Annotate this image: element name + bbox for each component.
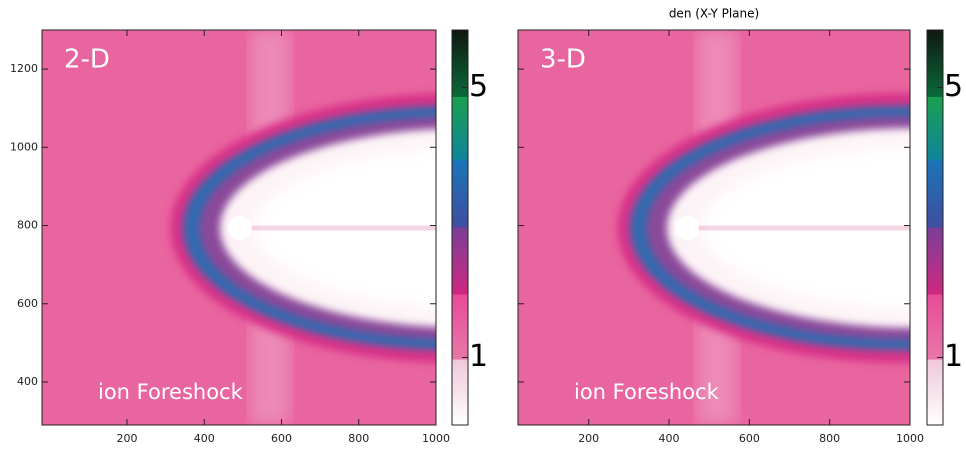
x-tick-label: 800	[819, 432, 840, 445]
panel-label: 2-D	[64, 45, 110, 75]
x-tick-label: 200	[116, 432, 137, 445]
colorbar-tick-label: 5	[944, 69, 963, 104]
obstacle	[228, 216, 252, 240]
annotation: ion Foreshock	[574, 380, 720, 404]
colorbar-tick-label: 1	[944, 339, 963, 374]
heatmap-image	[42, 30, 436, 425]
y-tick-label: 400	[17, 375, 38, 388]
x-tick-label: 200	[578, 432, 599, 445]
y-tick-label: 600	[17, 297, 38, 310]
heatmap-image	[518, 30, 910, 425]
annotation: ion Foreshock	[98, 380, 244, 404]
tail	[692, 226, 910, 230]
frame	[517, 29, 911, 426]
colorbar-tick-label: 5	[469, 69, 488, 104]
x-tick-label: 800	[348, 432, 369, 445]
x-tick-label: 400	[659, 432, 680, 445]
x-tick-label: 1000	[422, 432, 450, 445]
obstacle	[675, 216, 699, 240]
y-tick-label: 1000	[10, 140, 38, 153]
panel-label: 3-D	[540, 45, 586, 75]
frame	[41, 29, 437, 426]
colorbar	[926, 29, 944, 426]
chart-title: den (X-Y Plane)	[669, 7, 759, 21]
y-tick-label: 800	[17, 219, 38, 232]
colorbar	[451, 29, 469, 426]
y-tick-label: 1200	[10, 62, 38, 75]
x-tick-label: 600	[739, 432, 760, 445]
x-tick-label: 400	[194, 432, 215, 445]
x-tick-label: 600	[271, 432, 292, 445]
x-tick-label: 1000	[896, 432, 924, 445]
tail	[245, 226, 436, 230]
colorbar-tick-label: 1	[469, 339, 488, 374]
